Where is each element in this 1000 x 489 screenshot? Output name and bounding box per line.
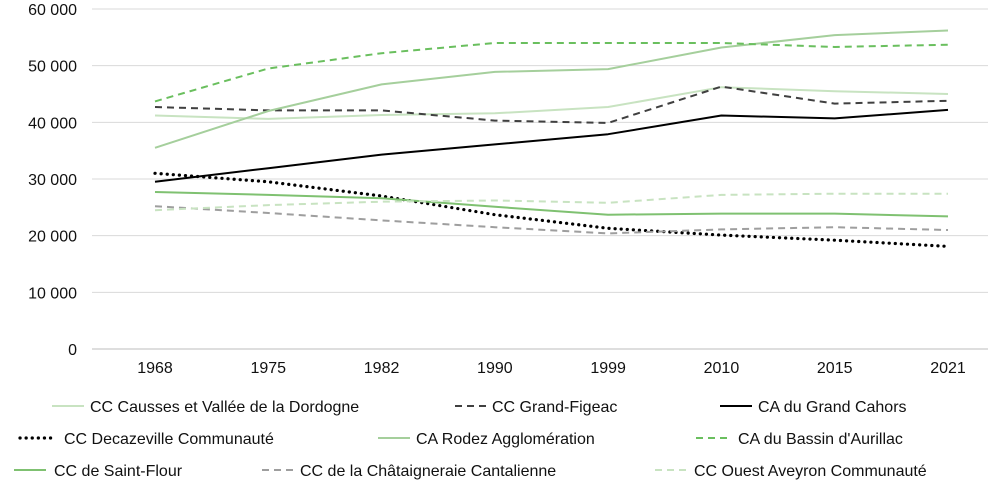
legend: CC Causses et Vallée de la Dordogne CC Gr… <box>14 399 927 480</box>
series-line <box>154 192 948 212</box>
series-lines <box>153 29 950 248</box>
y-axis-ticks: 0 10 000 20 000 30 000 40 000 50 000 60 000 <box>28 2 77 359</box>
legend-label: CC de Saint-Flour <box>54 463 183 480</box>
legend-label: CA du Grand Cahors <box>758 399 907 416</box>
series-line <box>153 171 950 248</box>
y-tick-label: 10 000 <box>28 285 77 302</box>
x-axis-ticks: 1968 1975 1982 1990 1999 2010 2015 2021 <box>137 360 966 377</box>
series-line <box>154 85 949 124</box>
y-tick-label: 60 000 <box>28 2 77 19</box>
x-tick-label: 2021 <box>930 360 966 377</box>
x-tick-label: 1990 <box>477 360 513 377</box>
y-tick-label: 50 000 <box>28 59 77 76</box>
y-tick-label: 0 <box>68 342 77 359</box>
legend-label: CC Causses et Vallée de la Dordogne <box>90 399 359 416</box>
legend-label: CC de la Châtaigneraie Cantalienne <box>300 463 556 480</box>
legend-label: CC Decazeville Communauté <box>64 431 274 448</box>
series-line <box>154 29 949 149</box>
y-tick-label: 20 000 <box>28 229 77 246</box>
legend-label: CA Rodez Agglomération <box>416 431 595 448</box>
legend-label: CC Grand-Figeac <box>492 399 617 416</box>
legend-label: CA du Bassin d'Aurillac <box>738 431 903 448</box>
series-line <box>154 108 949 183</box>
x-tick-label: 1999 <box>590 360 626 377</box>
x-tick-label: 1982 <box>364 360 400 377</box>
y-tick-label: 30 000 <box>28 172 77 189</box>
series-line <box>154 205 949 235</box>
series-line <box>154 86 949 120</box>
x-tick-label: 1975 <box>250 360 286 377</box>
series-line <box>154 42 949 103</box>
series-line <box>154 191 949 218</box>
x-tick-label: 2015 <box>817 360 853 377</box>
gridlines <box>92 8 988 350</box>
y-tick-label: 40 000 <box>28 115 77 132</box>
x-tick-label: 1968 <box>137 360 173 377</box>
x-tick-label: 2010 <box>704 360 740 377</box>
legend-label: CC Ouest Aveyron Communauté <box>694 463 927 480</box>
